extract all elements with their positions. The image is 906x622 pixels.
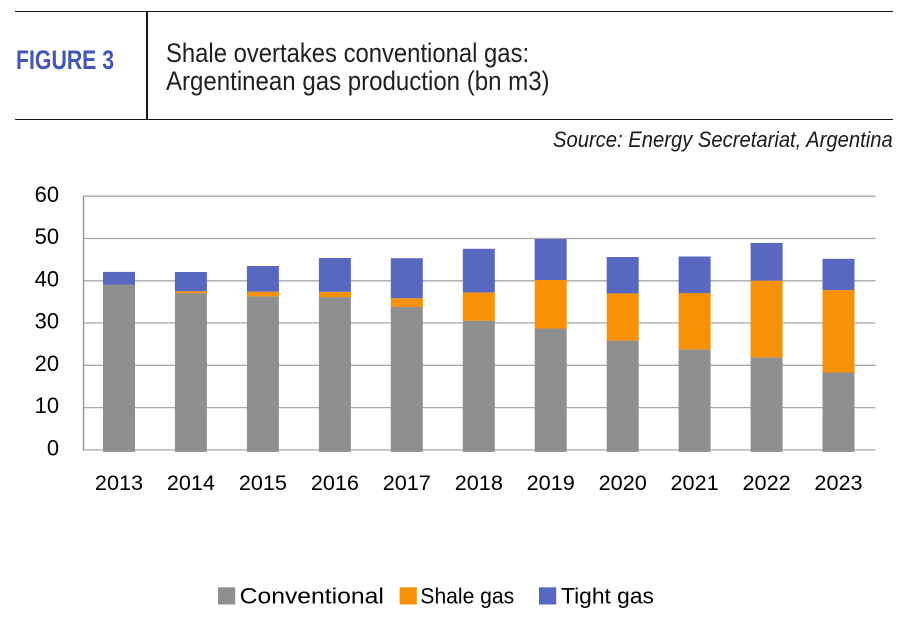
svg-text:2018: 2018 xyxy=(455,471,503,495)
svg-text:2014: 2014 xyxy=(167,471,215,495)
svg-text:2015: 2015 xyxy=(239,471,287,495)
svg-text:2016: 2016 xyxy=(311,471,359,495)
svg-text:2021: 2021 xyxy=(671,471,719,495)
svg-text:2013: 2013 xyxy=(95,471,143,495)
svg-text:40: 40 xyxy=(35,266,59,291)
svg-text:2019: 2019 xyxy=(527,471,575,495)
svg-text:2020: 2020 xyxy=(599,471,647,495)
svg-text:30: 30 xyxy=(35,308,59,333)
svg-text:2017: 2017 xyxy=(383,471,431,495)
svg-text:2023: 2023 xyxy=(814,471,862,495)
svg-text:Conventional: Conventional xyxy=(240,583,384,608)
svg-text:10: 10 xyxy=(35,393,59,418)
svg-text:Shale gas: Shale gas xyxy=(420,583,514,609)
svg-text:2022: 2022 xyxy=(743,471,791,495)
svg-text:Tight gas: Tight gas xyxy=(561,584,654,609)
svg-text:20: 20 xyxy=(35,351,59,376)
svg-text:0: 0 xyxy=(47,435,59,460)
svg-text:60: 60 xyxy=(35,181,59,206)
svg-text:50: 50 xyxy=(35,224,59,249)
